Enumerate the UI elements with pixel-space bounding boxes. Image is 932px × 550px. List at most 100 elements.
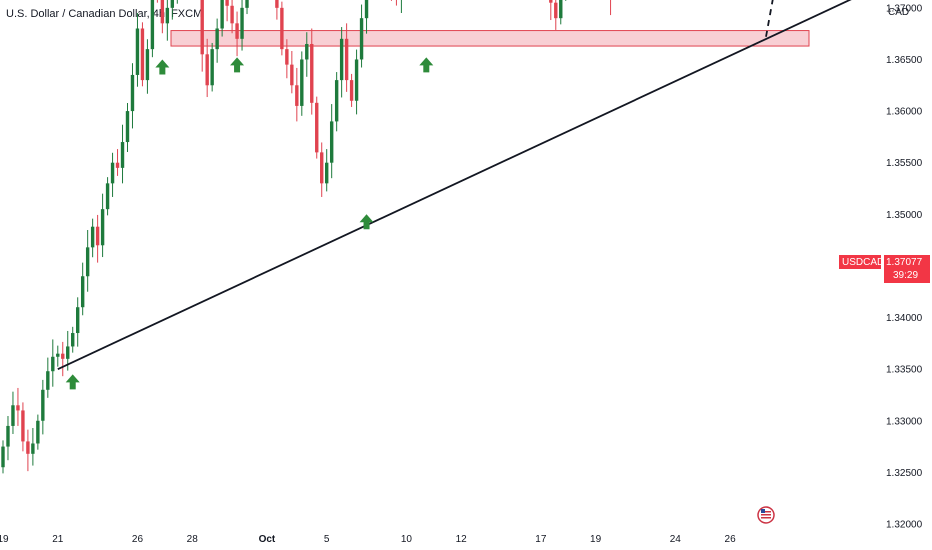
- candle: [549, 0, 553, 21]
- candle: [61, 341, 65, 377]
- candle: [390, 0, 392, 1]
- price-badge: USDCAD 1.37077 39:29: [839, 255, 930, 283]
- candle: [80, 262, 85, 316]
- candle: [225, 0, 229, 22]
- candle-body: [80, 276, 85, 308]
- last-price: 1.37077: [886, 257, 923, 268]
- candle: [290, 51, 294, 94]
- candle-body: [110, 162, 115, 184]
- candle: [354, 49, 359, 115]
- candle-body: [11, 405, 15, 426]
- candle: [160, 0, 165, 34]
- x-tick-label: 5: [324, 534, 330, 545]
- candle-body: [115, 162, 120, 168]
- candle: [140, 22, 145, 87]
- candle-body: [245, 0, 249, 8]
- y-tick-label: 1.37000: [886, 3, 923, 14]
- candle: [280, 1, 284, 56]
- candle-body: [170, 0, 175, 8]
- candle: [156, 0, 158, 3]
- x-tick-label: 10: [401, 534, 413, 545]
- candle: [165, 0, 170, 41]
- candle: [364, 0, 369, 34]
- candle-body: [16, 405, 20, 411]
- candle: [275, 0, 279, 20]
- y-tick-label: 1.32500: [886, 468, 923, 479]
- currency-label: CAD: [888, 7, 910, 18]
- candle: [610, 0, 612, 16]
- candle-body: [36, 420, 40, 444]
- candle: [210, 42, 214, 92]
- candle-body: [125, 111, 130, 143]
- candle: [170, 0, 175, 20]
- candle-body: [354, 59, 359, 101]
- candle-body: [349, 80, 354, 101]
- candle: [95, 214, 100, 263]
- candle: [41, 379, 45, 435]
- candle-body: [554, 2, 558, 19]
- candle-body: [21, 410, 25, 442]
- candle: [559, 0, 563, 25]
- candle-body: [210, 49, 214, 86]
- symbol-badge: [839, 255, 881, 269]
- candle: [85, 230, 90, 292]
- candle: [325, 149, 329, 192]
- candle-body: [305, 43, 309, 60]
- up-arrow-icon: [359, 214, 374, 230]
- bar-countdown: 39:29: [893, 270, 918, 281]
- x-tick-label: 24: [670, 534, 682, 545]
- candle-body: [41, 389, 45, 421]
- candle: [135, 13, 140, 87]
- symbol-label: USDCAD: [842, 257, 884, 268]
- candle-body: [150, 0, 155, 50]
- candle: [349, 73, 354, 107]
- candle: [76, 297, 80, 347]
- x-tick-label: 17: [535, 534, 547, 545]
- candle: [150, 0, 155, 58]
- candle-body: [325, 162, 329, 184]
- candle-body: [230, 5, 234, 24]
- up-arrow-icon: [65, 374, 80, 390]
- up-arrow-icon: [419, 57, 434, 73]
- candle-body: [280, 7, 284, 50]
- y-tick-label: 1.34000: [886, 313, 923, 324]
- candle: [285, 39, 289, 79]
- candle: [310, 28, 314, 115]
- candle-body: [46, 371, 50, 390]
- candle: [21, 402, 25, 452]
- candle-body: [95, 226, 100, 246]
- candle: [71, 326, 75, 353]
- candle: [300, 51, 304, 116]
- candle-body: [285, 49, 289, 65]
- candle: [125, 103, 130, 152]
- x-tick-label: 28: [187, 534, 199, 545]
- candle: [176, 0, 178, 4]
- candle-body: [339, 38, 344, 81]
- candle: [11, 391, 15, 434]
- lower-trendline[interactable]: [57, 0, 855, 370]
- candle-body: [56, 353, 60, 357]
- x-tick-label: 26: [725, 534, 737, 545]
- candle: [16, 387, 20, 426]
- candle-body: [85, 247, 90, 277]
- candle-body: [235, 23, 239, 39]
- candle-body: [310, 43, 314, 103]
- us-flag-icon[interactable]: [757, 506, 775, 524]
- up-arrow-icon: [230, 57, 245, 73]
- candle-body: [215, 28, 219, 50]
- up-arrow-icon: [155, 59, 170, 75]
- candle: [395, 0, 397, 6]
- candle-body: [66, 346, 70, 359]
- candle: [245, 0, 249, 15]
- candle: [565, 0, 567, 1]
- y-tick-label: 1.36000: [886, 107, 923, 118]
- last-price-badge: [884, 255, 930, 283]
- candle: [100, 193, 105, 258]
- candle: [105, 177, 110, 216]
- y-tick-label: 1.33500: [886, 365, 923, 376]
- candle-body: [105, 183, 110, 210]
- candle: [320, 142, 324, 197]
- candle-body: [549, 0, 553, 3]
- candle: [110, 152, 115, 197]
